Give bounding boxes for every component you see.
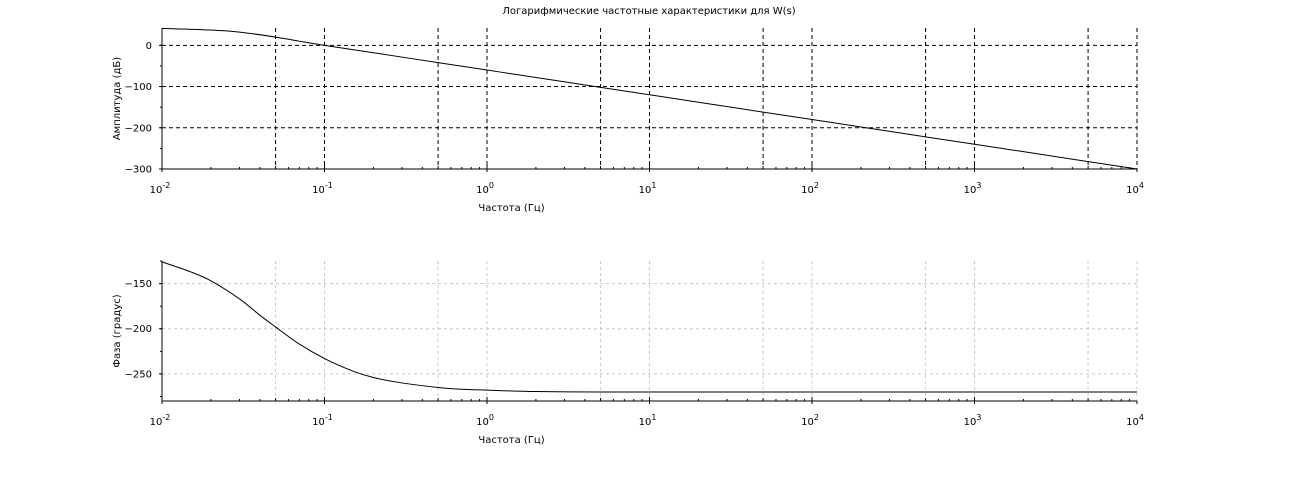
figure-title: Логарифмические частотные характеристики…	[502, 6, 795, 17]
phase-x-tick-label: 100	[476, 413, 494, 428]
phase-x-tick-label: 10-2	[150, 413, 171, 428]
phase-y-axis-label: Фаза (градус)	[112, 294, 123, 367]
magnitude-y-tick-label: −300	[125, 165, 152, 176]
phase-x-tick-label: 10-1	[312, 413, 333, 428]
magnitude-x-tick-label: 10-2	[150, 181, 171, 196]
magnitude-y-tick-label: −100	[125, 82, 152, 93]
phase-y-tick-label: −150	[125, 279, 152, 290]
phase-y-tick-label: −200	[125, 324, 152, 335]
phase-plot: 10-2 10-1 100 101 102 103 104 −150 −200 −250 Часто…	[112, 260, 1144, 446]
magnitude-y-tick-label: −200	[125, 123, 152, 134]
phase-x-axis-label: Частота (Гц)	[478, 435, 544, 446]
phase-x-tick-label: 103	[964, 413, 982, 428]
magnitude-x-tick-label: 104	[1126, 181, 1144, 196]
magnitude-x-tick-label: 10-1	[312, 181, 333, 196]
magnitude-x-axis-label: Частота (Гц)	[478, 203, 544, 214]
magnitude-y-tick-label: 0	[146, 41, 152, 52]
magnitude-x-tick-label: 103	[964, 181, 982, 196]
magnitude-plot: 10-2 10-1 100 101 102 103 104 0 −100 −200 −300 Част…	[112, 27, 1144, 214]
phase-x-tick-label: 104	[1126, 413, 1144, 428]
phase-series-line	[161, 261, 1137, 393]
magnitude-y-axis-label: Амплитуда (дБ)	[112, 57, 123, 140]
phase-x-tick-label: 101	[639, 413, 657, 428]
magnitude-x-tick-label: 101	[639, 181, 657, 196]
phase-y-tick-label: −250	[125, 369, 152, 380]
magnitude-series-line	[161, 27, 1138, 170]
magnitude-x-tick-label: 100	[476, 181, 494, 196]
magnitude-x-tick-label: 102	[801, 181, 819, 196]
phase-x-tick-label: 102	[801, 413, 819, 428]
